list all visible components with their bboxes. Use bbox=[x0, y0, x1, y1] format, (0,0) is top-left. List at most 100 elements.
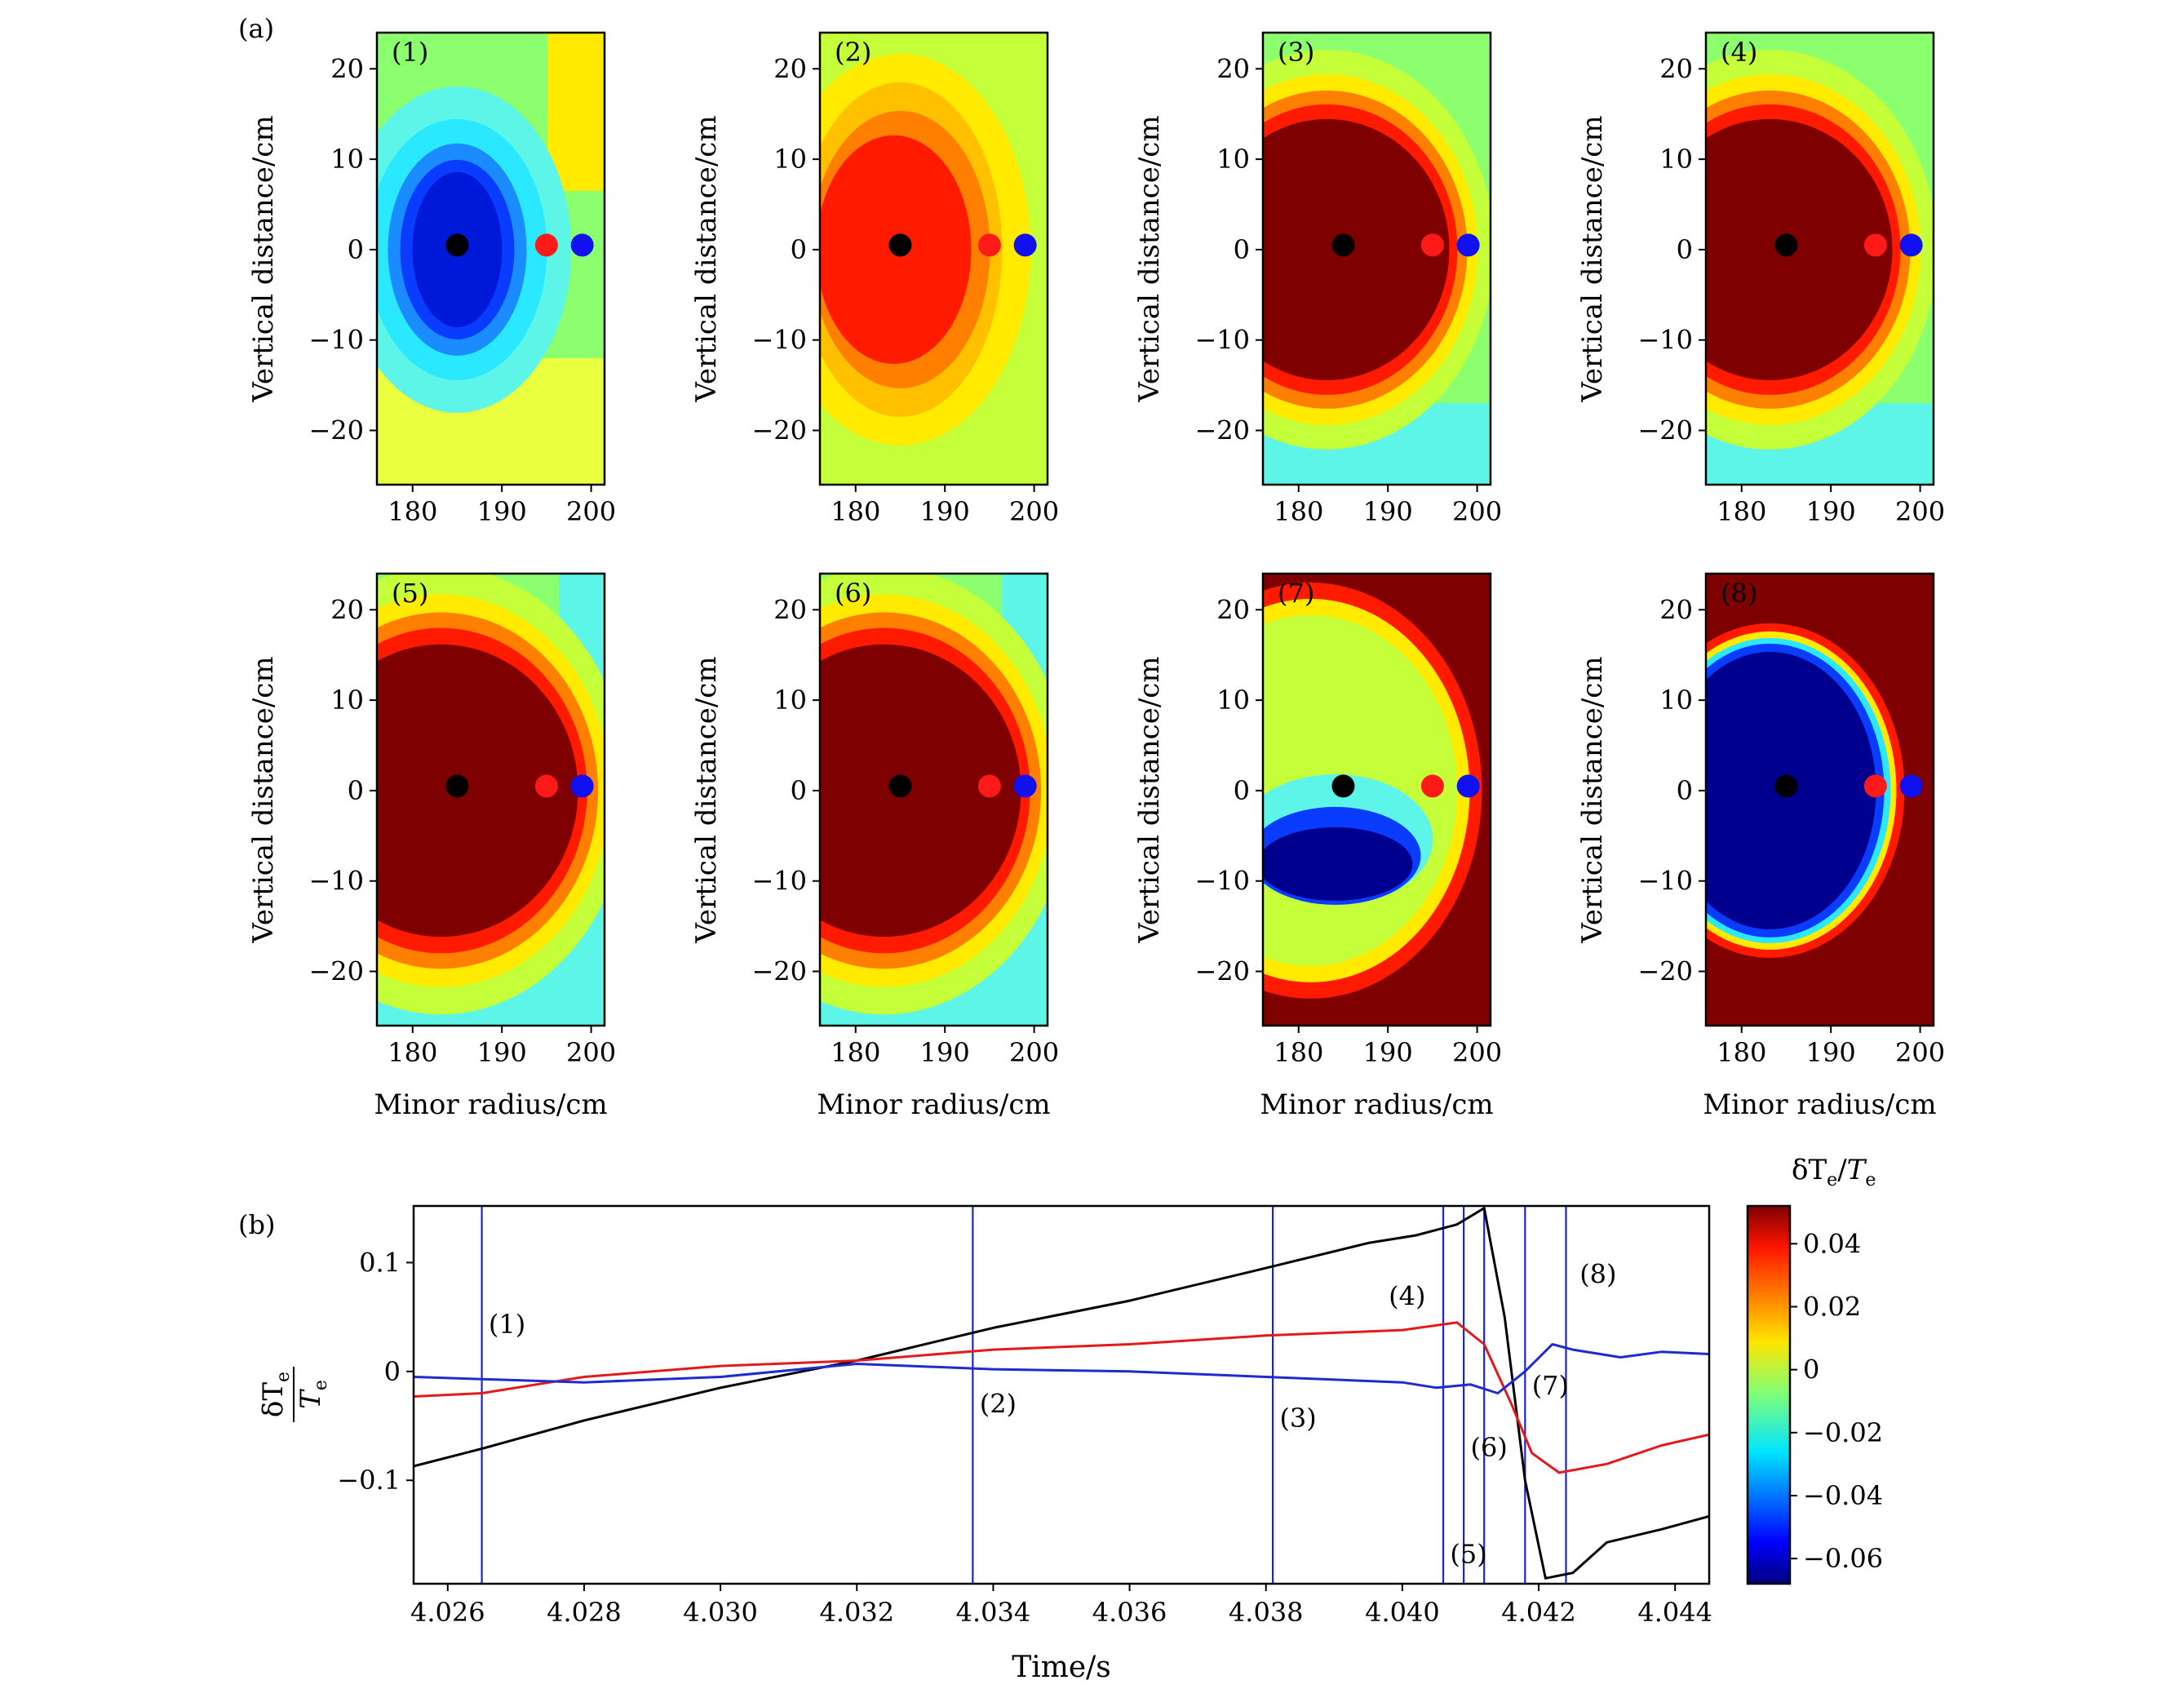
marker-black bbox=[445, 233, 469, 257]
colorbar-title-num-sub: e bbox=[1827, 1170, 1837, 1190]
timeseries-xlabel: Time/s bbox=[1012, 1651, 1111, 1684]
heatmap-ytick-label: −10 bbox=[308, 325, 364, 356]
heatmap-xlabel: Minor radius/cm bbox=[1260, 1088, 1493, 1121]
marker-black bbox=[888, 233, 912, 257]
heatmap-ytick-label: 10 bbox=[1216, 144, 1250, 175]
heatmap-panel: (5) 180 190 200 20 10 0 −10 −20 Vertical distance… bbox=[247, 572, 616, 1121]
heatmap-frame bbox=[375, 31, 606, 486]
time-marker-label: (4) bbox=[1389, 1280, 1425, 1311]
heatmap-ytick-label: 10 bbox=[330, 144, 364, 175]
marker-blue bbox=[1899, 774, 1923, 798]
colorbar-gradient bbox=[1746, 1204, 1792, 1585]
time-marker-label: (3) bbox=[1279, 1403, 1316, 1434]
marker-black bbox=[445, 774, 469, 798]
heatmap-ytick-label: 0 bbox=[1234, 775, 1250, 806]
colorbar-tick-label: 0.04 bbox=[1803, 1228, 1861, 1259]
colorbar-tick-label: −0.02 bbox=[1803, 1417, 1883, 1448]
ylabel-num: δT bbox=[257, 1382, 290, 1417]
timeseries-xtick-label: 4.026 bbox=[410, 1597, 485, 1628]
heatmap-ytick-label: −20 bbox=[1194, 415, 1250, 446]
colorbar-title-den-sub: e bbox=[1865, 1170, 1876, 1190]
marker-black bbox=[1331, 774, 1355, 798]
heatmap-frame bbox=[1261, 572, 1492, 1027]
heatmap-ytick-label: 0 bbox=[791, 234, 807, 265]
heatmap-xtick-label: 190 bbox=[1806, 496, 1856, 527]
heatmap-xtick-label: 200 bbox=[566, 1037, 616, 1068]
marker-blue bbox=[570, 774, 594, 798]
heatmap-ylabel: Vertical distance/cm bbox=[690, 115, 723, 402]
heatmap-ylabel: Vertical distance/cm bbox=[1576, 656, 1609, 943]
heatmap-xtick-label: 180 bbox=[388, 496, 437, 527]
colorbar-tick-label: 0.02 bbox=[1803, 1291, 1861, 1322]
timeseries-ytick-label: −0.1 bbox=[337, 1465, 401, 1496]
heatmap-frame bbox=[1704, 31, 1935, 486]
heatmap-ytick-label: −20 bbox=[751, 415, 807, 446]
heatmap-ylabel: Vertical distance/cm bbox=[247, 656, 280, 943]
heatmap-ytick-label: −10 bbox=[751, 325, 807, 356]
heatmap-ytick-label: −20 bbox=[1637, 956, 1693, 987]
heatmap-ylabel: Vertical distance/cm bbox=[247, 115, 280, 402]
heatmap-frame bbox=[1261, 31, 1492, 486]
heatmap-ytick-label: −10 bbox=[1194, 325, 1250, 356]
heatmap-xlabel: Minor radius/cm bbox=[817, 1088, 1050, 1121]
heatmap-ytick-label: 20 bbox=[773, 594, 807, 625]
heatmap-ytick-label: 0 bbox=[791, 775, 807, 806]
heatmap-ytick-label: 20 bbox=[1216, 594, 1250, 625]
marker-red bbox=[534, 233, 558, 257]
heatmap-ytick-label: −20 bbox=[1194, 956, 1250, 987]
colorbar-tick-label: 0 bbox=[1803, 1354, 1819, 1385]
heatmap-ytick-label: 0 bbox=[348, 775, 364, 806]
time-markers bbox=[481, 1206, 1567, 1584]
heatmap-xtick-label: 180 bbox=[831, 1037, 880, 1068]
marker-red bbox=[977, 774, 1001, 798]
heatmap-ytick-label: −10 bbox=[308, 866, 364, 897]
svg-text:Te: Te bbox=[295, 1380, 331, 1409]
marker-red bbox=[1863, 233, 1887, 257]
heatmap-xtick-label: 200 bbox=[1452, 496, 1502, 527]
heatmap-xtick-label: 200 bbox=[1009, 496, 1059, 527]
heatmap-xtick-label: 190 bbox=[477, 496, 527, 527]
heatmap-ytick-label: 0 bbox=[348, 234, 364, 265]
heatmap-ylabel: Vertical distance/cm bbox=[1133, 656, 1166, 943]
heatmap-ytick-label: 10 bbox=[773, 685, 807, 716]
heatmap-xtick-label: 180 bbox=[831, 496, 880, 527]
marker-blue bbox=[1013, 774, 1037, 798]
timeseries-ytick-label: 0 bbox=[384, 1356, 401, 1387]
marker-red bbox=[1863, 774, 1887, 798]
heatmap-ytick-label: −20 bbox=[308, 415, 364, 446]
heatmap-xtick-label: 180 bbox=[1274, 496, 1323, 527]
heatmap-panel-label: (1) bbox=[392, 37, 428, 68]
series-line-blue bbox=[413, 1343, 1710, 1394]
heatmap-ytick-label: −20 bbox=[751, 956, 807, 987]
time-marker-label: (2) bbox=[980, 1389, 1017, 1420]
colorbar-title: δTe/Te bbox=[1792, 1154, 1876, 1190]
heatmap-ytick-label: −10 bbox=[751, 866, 807, 897]
heatmap-panel: (3) 180 190 200 20 10 0 −10 −20 Vertical distance… bbox=[1133, 31, 1502, 527]
heatmap-panel-label: (7) bbox=[1278, 578, 1314, 609]
svg-text:δTe/Te: δTe/Te bbox=[1792, 1154, 1876, 1190]
timeseries-xtick-label: 4.034 bbox=[956, 1597, 1031, 1628]
heatmap-ytick-label: 20 bbox=[1659, 594, 1693, 625]
svg-text:δTe: δTe bbox=[257, 1372, 294, 1417]
heatmap-xtick-label: 190 bbox=[1363, 496, 1413, 527]
heatmap-xtick-label: 190 bbox=[920, 1037, 970, 1068]
timeseries-xtick-label: 4.040 bbox=[1365, 1597, 1440, 1628]
timeseries-xtick-label: 4.030 bbox=[683, 1597, 758, 1628]
time-marker-label: (6) bbox=[1470, 1432, 1507, 1463]
heatmap-xtick-label: 200 bbox=[1452, 1037, 1502, 1068]
timeseries-xtick-label: 4.044 bbox=[1637, 1597, 1712, 1628]
time-marker-label: (1) bbox=[489, 1309, 525, 1340]
timeseries-ylabel: δTe Te bbox=[257, 1367, 331, 1422]
heatmap-xtick-label: 190 bbox=[477, 1037, 527, 1068]
heatmap-xtick-label: 200 bbox=[1895, 496, 1945, 527]
heatmap-ytick-label: 20 bbox=[1216, 53, 1250, 84]
heatmap-ytick-label: 0 bbox=[1677, 234, 1693, 265]
heatmap-ytick-label: 20 bbox=[330, 594, 364, 625]
heatmap-panel: (6) 180 190 200 20 10 0 −10 −20 Vertical distance… bbox=[690, 572, 1059, 1121]
series-line-red bbox=[413, 1321, 1710, 1474]
timeseries-xtick-label: 4.032 bbox=[819, 1597, 894, 1628]
heatmap-ytick-label: 10 bbox=[330, 685, 364, 716]
ylabel-den-sub: e bbox=[311, 1380, 331, 1390]
